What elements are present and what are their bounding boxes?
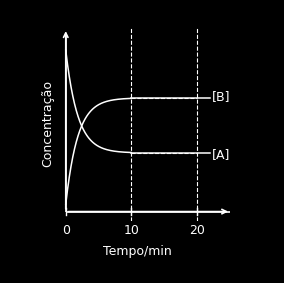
Text: 10: 10 — [123, 224, 139, 237]
Text: [A]: [A] — [212, 148, 230, 161]
Text: 0: 0 — [62, 224, 70, 237]
Text: Concentração: Concentração — [41, 80, 54, 167]
Text: Tempo/min: Tempo/min — [103, 245, 172, 258]
Text: 20: 20 — [189, 224, 205, 237]
Text: [B]: [B] — [212, 90, 230, 103]
